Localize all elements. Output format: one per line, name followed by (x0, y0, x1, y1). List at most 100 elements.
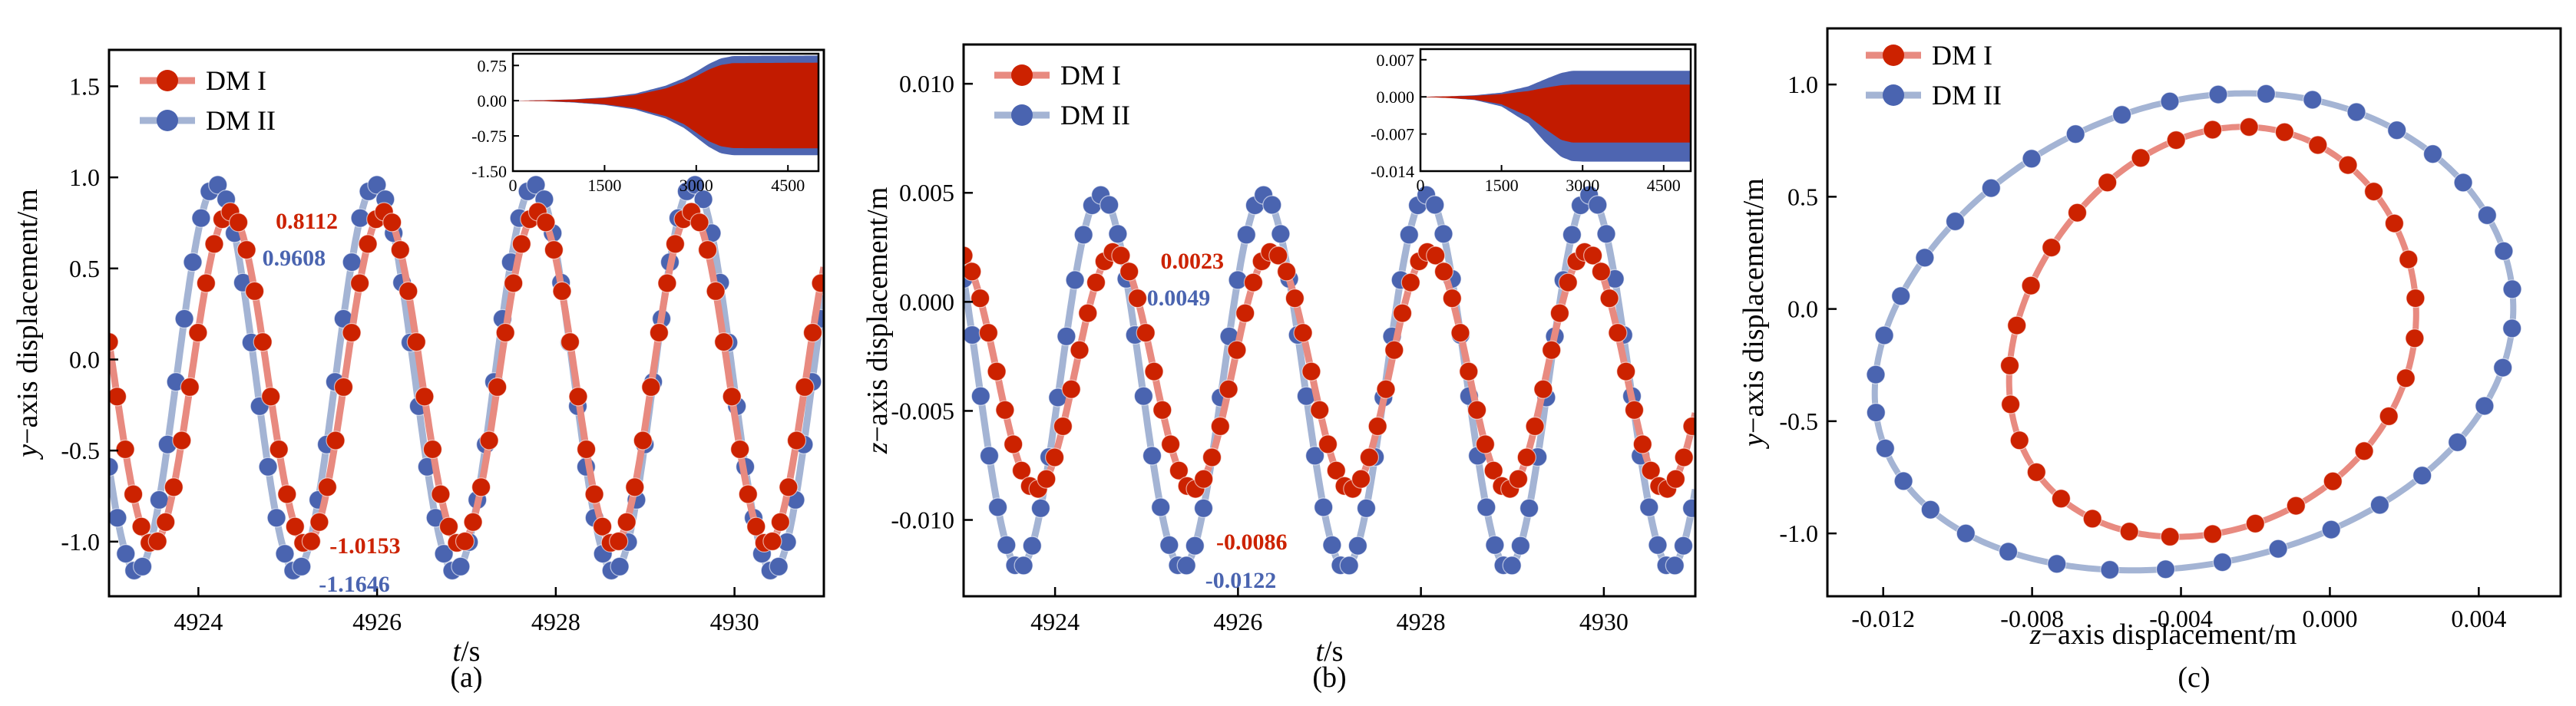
orbit-point-dm1 (2203, 120, 2223, 140)
orbit-point-dm2 (2112, 105, 2132, 125)
data-point-dm2 (685, 175, 705, 195)
data-point-dm1 (964, 246, 974, 266)
orbit-point-dm2 (2502, 318, 2522, 338)
orbit-point-dm1 (2042, 238, 2062, 258)
annotation-max: 0.9608 (263, 246, 326, 271)
data-point-dm2 (434, 543, 454, 564)
orbit-point-dm1 (2396, 368, 2416, 388)
data-point-dm1 (617, 512, 637, 532)
data-point-dm1 (261, 387, 281, 407)
data-point-dm1 (1210, 416, 1230, 437)
annotation-min: -1.1646 (319, 572, 390, 597)
orbit-point-dm2 (2100, 559, 2120, 580)
data-point-dm1 (770, 512, 791, 532)
data-point-dm1 (978, 323, 999, 343)
orbit-point-dm1 (2379, 406, 2399, 427)
orbit-point-dm2 (2047, 554, 2067, 574)
data-point-dm1 (1433, 262, 1454, 282)
orbit-point-dm2 (2346, 102, 2366, 122)
data-point-dm1 (987, 361, 1007, 381)
data-point-dm1 (1608, 323, 1628, 343)
data-point-dm1 (746, 516, 766, 536)
data-point-dm1 (1426, 246, 1446, 266)
data-point-dm1 (438, 516, 459, 536)
y-tick-label: 1.5 (69, 72, 100, 100)
data-point-dm1 (1682, 416, 1695, 437)
data-point-dm2 (1485, 535, 1505, 555)
y-tick-label: 0.0 (69, 345, 100, 373)
data-point-dm1 (1004, 434, 1023, 454)
data-point-dm2 (1176, 556, 1196, 576)
orbit-point-dm2 (2369, 495, 2389, 515)
data-point-dm1 (350, 273, 370, 293)
data-point-dm2 (1159, 535, 1179, 555)
inset-y-tick-label: -0.007 (1371, 125, 1414, 144)
data-point-dm2 (971, 386, 990, 406)
data-point-dm1 (422, 439, 443, 460)
data-point-dm1 (1400, 272, 1420, 292)
data-point-dm1 (1442, 289, 1462, 308)
data-point-dm1 (1351, 469, 1371, 489)
data-point-dm1 (657, 273, 677, 293)
orbit-point-dm2 (2493, 358, 2513, 378)
panel-b: 4924 4926 4928 4930 -0.010 -0.005 0.000 0.005 0.… (861, 43, 1697, 694)
data-point-dm1 (592, 516, 613, 536)
data-point-dm1 (236, 240, 256, 260)
data-point-dm2 (987, 497, 1008, 517)
data-point-dm2 (1100, 195, 1119, 215)
data-point-dm1 (406, 332, 426, 352)
data-point-dm1 (172, 431, 192, 450)
data-point-dm1 (1392, 303, 1413, 323)
orbit-point-dm1 (2405, 328, 2425, 348)
y-tick-label: -0.005 (891, 397, 954, 424)
data-point-dm1 (1558, 272, 1578, 292)
data-point-dm2 (1022, 536, 1042, 556)
data-point-dm1 (229, 213, 249, 233)
y-tick-label: -1.0 (1779, 520, 1818, 547)
legend-marker (1011, 64, 1033, 86)
data-point-dm1 (398, 281, 418, 301)
data-point-dm1 (204, 234, 224, 254)
legend-label: DM I (206, 65, 266, 96)
orbit-point-dm2 (2268, 539, 2288, 559)
data-point-dm1 (495, 322, 515, 343)
data-point-dm2 (1073, 225, 1093, 245)
data-point-dm1 (1616, 361, 1636, 381)
data-point-dm1 (164, 477, 184, 497)
data-point-dm2 (1185, 536, 1205, 556)
inset-y-tick-label: 0.00 (478, 91, 508, 111)
orbit-point-dm2 (2477, 205, 2497, 226)
data-point-dm2 (1271, 224, 1291, 244)
data-point-dm2 (610, 556, 630, 576)
inset-x-tick-label: 1500 (1485, 176, 1519, 195)
data-point-dm2 (451, 556, 471, 576)
orbit-point-dm2 (1945, 211, 1966, 232)
data-point-dm1 (649, 322, 670, 343)
data-point-dm2 (1262, 195, 1282, 215)
y-tick-label: -0.010 (891, 506, 954, 534)
data-point-dm1 (1011, 460, 1032, 480)
x-axis-var: z (2029, 619, 2042, 651)
orbit-line-dm1 (2006, 124, 2419, 540)
data-point-dm1 (633, 431, 653, 450)
data-point-dm1 (689, 213, 709, 233)
data-point-dm1 (536, 213, 556, 233)
orbit-point-dm1 (2203, 524, 2223, 544)
x-tick-label: 4924 (1030, 608, 1080, 635)
y-axis-var: z (861, 442, 894, 454)
legend-marker (157, 110, 178, 131)
orbit-point-dm2 (1866, 402, 1886, 423)
orbit-point-dm1 (2119, 522, 2139, 542)
data-point-dm1 (147, 531, 167, 552)
orbit-point-dm2 (2387, 120, 2407, 140)
data-point-dm2 (1673, 536, 1694, 556)
data-point-dm2 (1665, 556, 1685, 576)
data-point-dm1 (1243, 272, 1264, 292)
data-point-dm2 (174, 308, 194, 328)
data-point-dm1 (964, 262, 982, 282)
data-point-dm1 (455, 531, 475, 552)
data-point-dm1 (479, 431, 499, 450)
orbit-point-dm2 (2412, 466, 2432, 486)
data-point-dm2 (1339, 556, 1359, 576)
data-point-dm1 (156, 512, 176, 532)
